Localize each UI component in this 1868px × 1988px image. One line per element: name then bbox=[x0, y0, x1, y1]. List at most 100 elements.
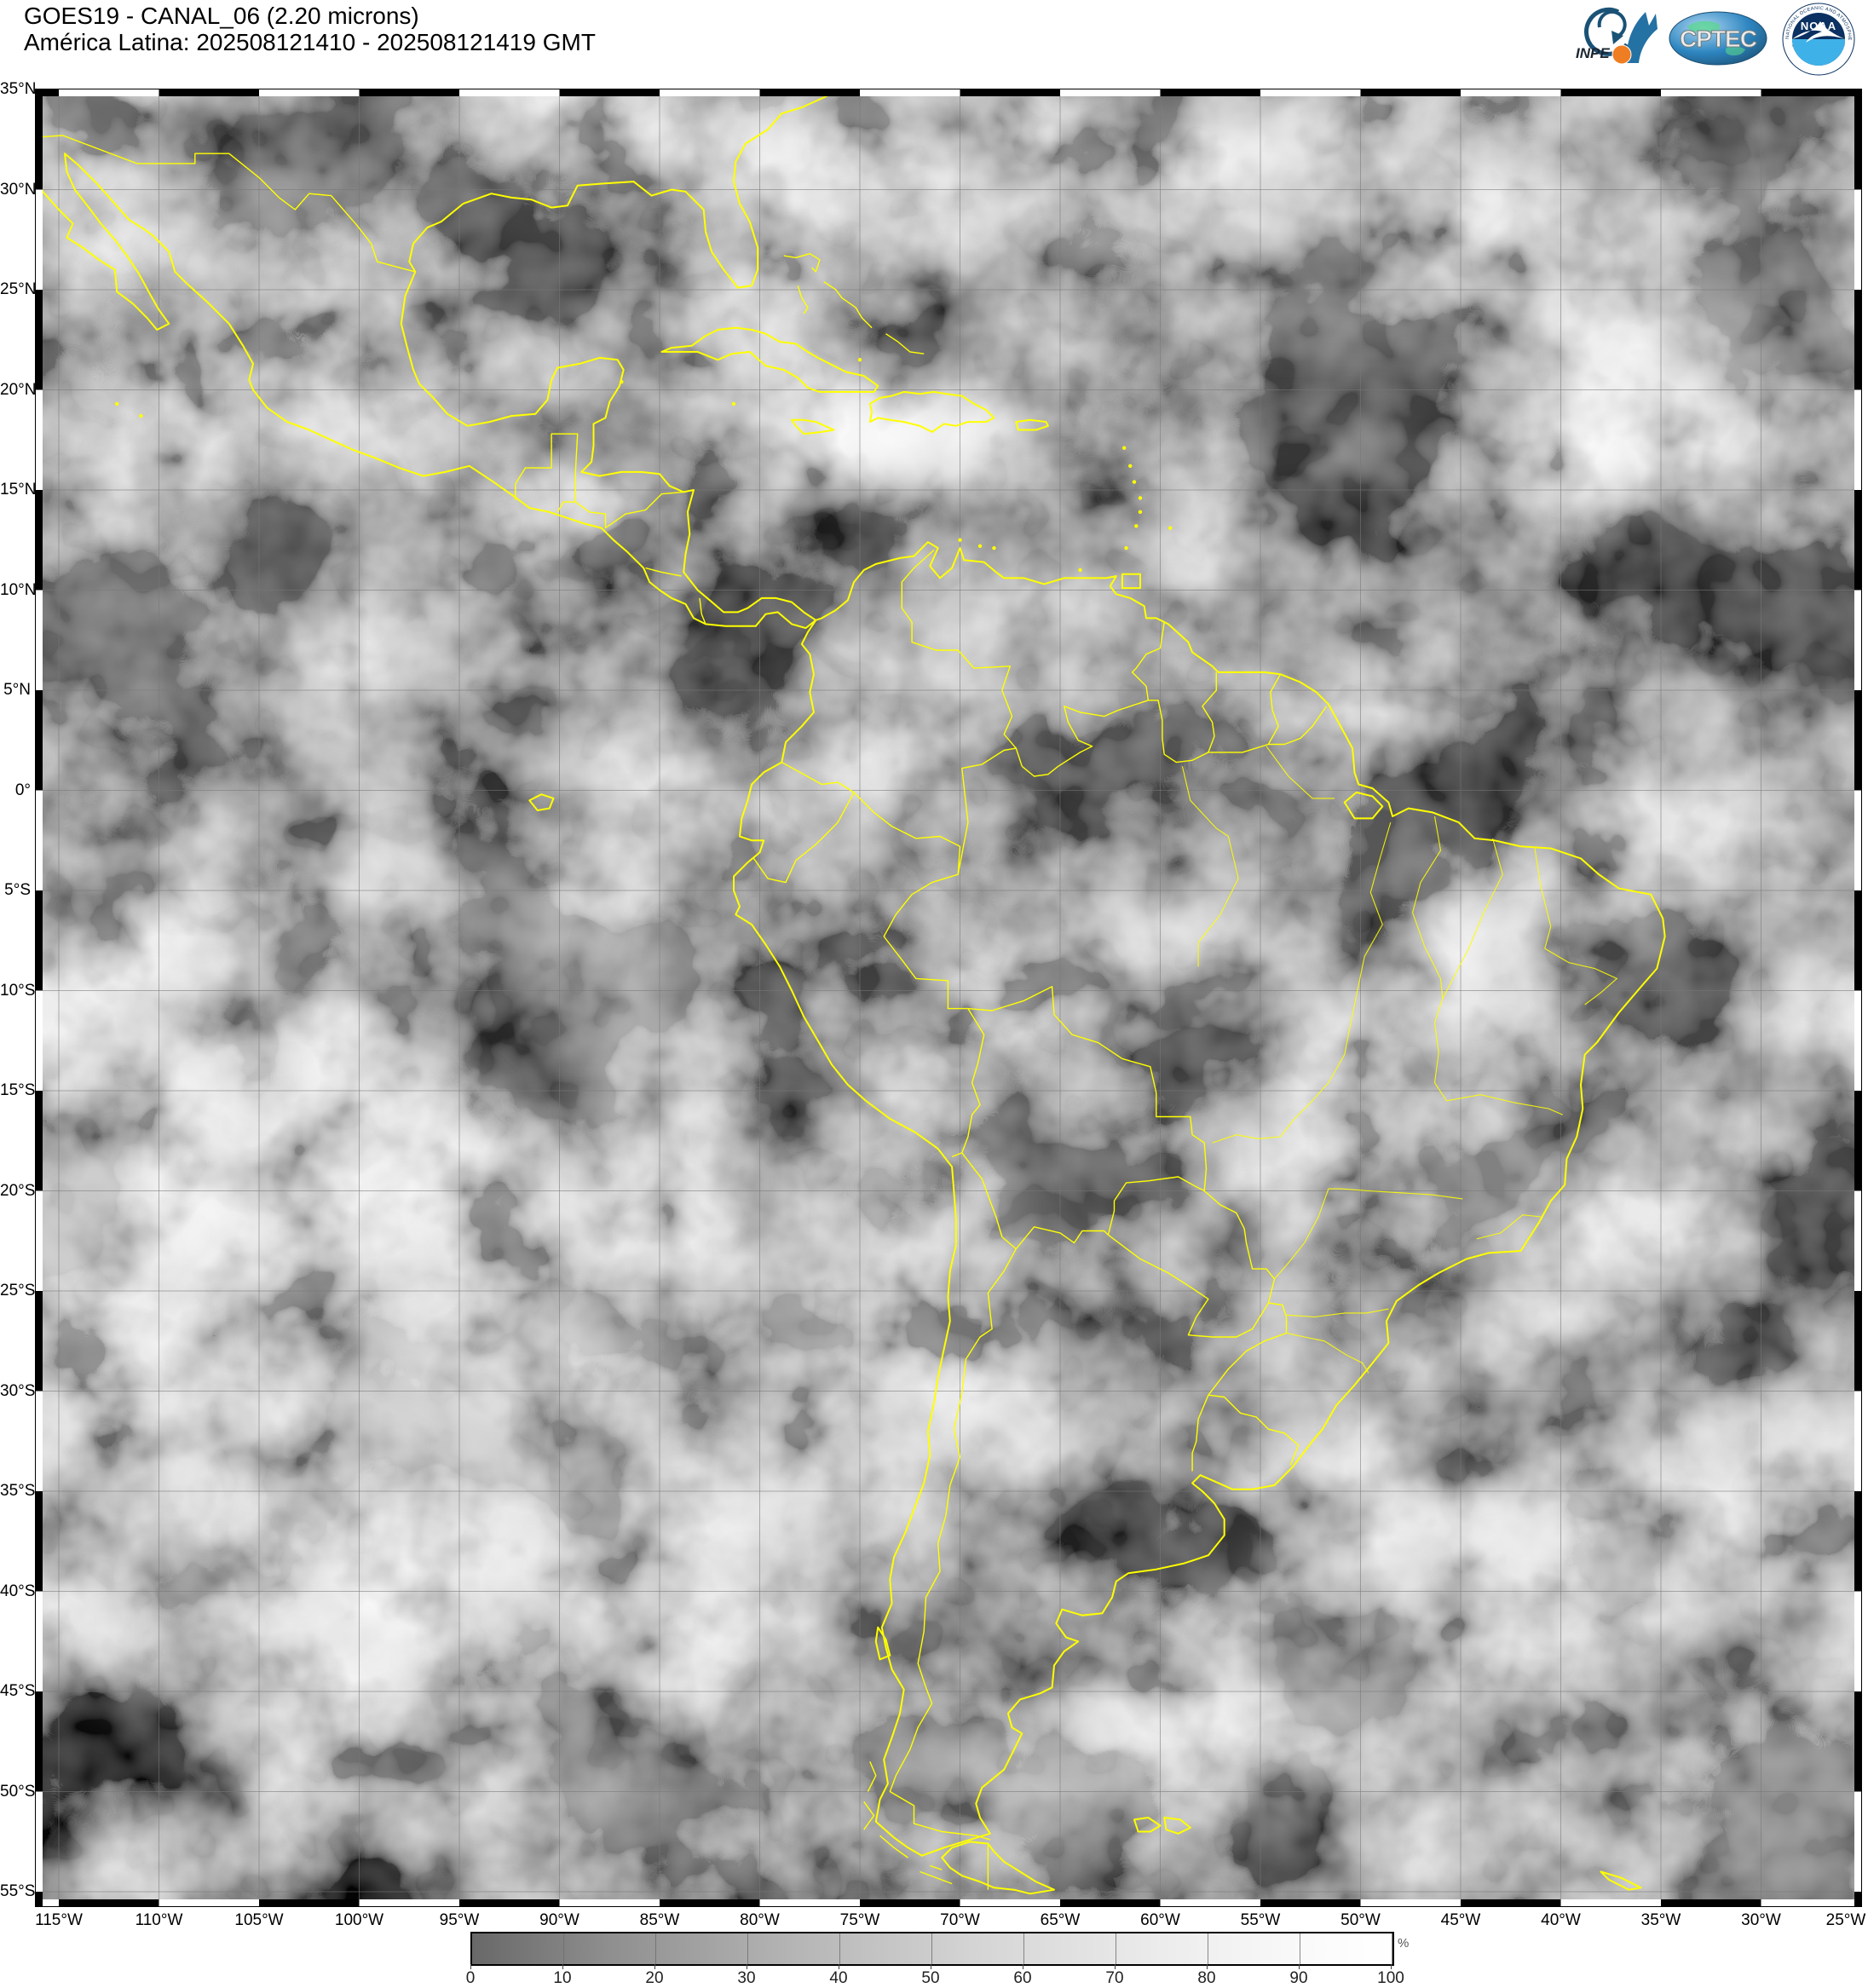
coastline-cuba bbox=[660, 326, 879, 393]
lat-label: 20°S bbox=[0, 1181, 36, 1200]
lat-label: 10°N bbox=[0, 580, 37, 599]
border-bah4 bbox=[885, 333, 925, 354]
inpe-logo-text: INPE bbox=[1576, 45, 1610, 61]
island-dot bbox=[857, 358, 862, 362]
satellite-map bbox=[36, 89, 1861, 1906]
noaa-sea-icon bbox=[1792, 39, 1845, 66]
coastline-jam bbox=[791, 418, 835, 435]
border-gysr bbox=[1202, 671, 1217, 753]
lon-label: 50°W bbox=[1340, 1911, 1381, 1929]
island-dot bbox=[1168, 526, 1173, 530]
noaa-logo: NATIONAL OCEANIC AND ATMOSPHERIC ADMINIS… bbox=[1781, 2, 1855, 76]
island-dot bbox=[1138, 496, 1143, 500]
colorbar-tick-grid bbox=[472, 1933, 1392, 1964]
colorbar-tick-label: 80 bbox=[1197, 1969, 1216, 1987]
lon-label: 95°W bbox=[439, 1911, 480, 1929]
colorbar-tick-label: 90 bbox=[1289, 1969, 1308, 1987]
border-hnsv bbox=[556, 491, 684, 529]
political-boundaries-layer bbox=[36, 89, 1861, 1895]
border-srgf bbox=[1267, 673, 1282, 745]
border-bah3 bbox=[823, 281, 873, 329]
lon-label: 55°W bbox=[1240, 1911, 1281, 1929]
island-dot bbox=[620, 379, 624, 384]
state-border-s7 bbox=[1544, 948, 1618, 1006]
coastline-galap bbox=[528, 793, 555, 811]
product-title: GOES19 - CANAL_06 (2.20 microns) bbox=[24, 3, 419, 29]
cptec-logo: CPTEC bbox=[1669, 11, 1767, 66]
colorbar-tick-label: 40 bbox=[829, 1969, 848, 1987]
lat-label: 25°N bbox=[0, 280, 37, 298]
border-brn bbox=[1148, 700, 1328, 764]
lon-label: 60°W bbox=[1140, 1911, 1180, 1929]
island-dot bbox=[1138, 510, 1143, 515]
state-border-s13 bbox=[1286, 1308, 1389, 1318]
island-dot bbox=[977, 544, 983, 548]
coastline-tdf bbox=[941, 1841, 1055, 1895]
coastline-chiloe bbox=[874, 1626, 891, 1661]
colorbar-tick-label: 70 bbox=[1105, 1969, 1124, 1987]
border-mxgt bbox=[515, 433, 579, 503]
border-fj3 bbox=[879, 1835, 908, 1858]
product-title-block: GOES19 - CANAL_06 (2.20 microns) América… bbox=[24, 3, 596, 55]
inpe-logo: INPE bbox=[1576, 7, 1658, 65]
border-bruy bbox=[1208, 1394, 1300, 1466]
noaa-logo-text: NOAA bbox=[1801, 20, 1836, 32]
state-border-s2 bbox=[1266, 746, 1335, 799]
state-border-s11 bbox=[1328, 1188, 1463, 1200]
island-dot bbox=[731, 401, 736, 406]
state-border-s15 bbox=[1476, 1214, 1542, 1240]
lon-label: 65°W bbox=[1040, 1911, 1081, 1929]
state-border-s10 bbox=[1212, 1054, 1346, 1144]
lat-label: 30°N bbox=[0, 180, 37, 199]
lon-label: 90°W bbox=[539, 1911, 579, 1929]
lon-label: 70°W bbox=[940, 1911, 980, 1929]
inpe-swirl-arrowhead-icon bbox=[1611, 31, 1623, 44]
state-border-s14 bbox=[1286, 1332, 1369, 1374]
colorbar-tick-label: 10 bbox=[553, 1969, 572, 1987]
border-usmx bbox=[36, 135, 416, 273]
lon-label: 45°W bbox=[1440, 1911, 1481, 1929]
lat-label: 10°S bbox=[0, 981, 36, 1000]
border-aruy bbox=[1191, 1394, 1209, 1472]
frame-stripe-top bbox=[36, 89, 1861, 96]
state-border-s3 bbox=[1344, 821, 1392, 1055]
reflectance-colorbar bbox=[470, 1932, 1394, 1966]
lat-label: 5°S bbox=[4, 881, 31, 899]
island-dot bbox=[139, 413, 143, 418]
colorbar-ticks bbox=[470, 1964, 1392, 1969]
coastline-sa bbox=[733, 541, 1666, 1857]
lat-label: 50°S bbox=[0, 1782, 36, 1801]
coastline-trin bbox=[1121, 573, 1141, 590]
state-border-s8 bbox=[1433, 998, 1564, 1115]
island-dot bbox=[958, 538, 962, 542]
colorbar-tick-label: 20 bbox=[645, 1969, 664, 1987]
lat-label: 30°S bbox=[0, 1381, 36, 1400]
border-bah1 bbox=[783, 253, 821, 273]
island-dot bbox=[114, 401, 119, 406]
border-fj5 bbox=[930, 1864, 943, 1870]
lat-label: 15°S bbox=[0, 1081, 36, 1099]
coastline-sgeo bbox=[1600, 1870, 1642, 1891]
island-dot bbox=[1134, 524, 1139, 528]
lat-label: 20°N bbox=[0, 380, 37, 399]
lon-label: 105°W bbox=[234, 1911, 284, 1929]
island-dot bbox=[1078, 568, 1082, 573]
coastline-pr bbox=[1015, 418, 1049, 431]
border-boar bbox=[1015, 1226, 1109, 1250]
border-bocl bbox=[961, 1152, 1017, 1250]
colorbar-tick-label: 100 bbox=[1377, 1969, 1404, 1987]
border-pyar bbox=[1107, 1234, 1269, 1338]
lon-label: 30°W bbox=[1741, 1911, 1781, 1929]
border-pybr bbox=[1203, 1190, 1276, 1304]
latlon-grid-layer bbox=[36, 89, 1861, 1906]
frame-stripe-left bbox=[36, 89, 43, 1906]
border-brbo bbox=[967, 986, 1208, 1191]
colorbar-tick-label: 30 bbox=[737, 1969, 756, 1987]
lat-label: 45°S bbox=[0, 1682, 36, 1700]
lat-label: 25°S bbox=[0, 1282, 36, 1299]
product-subtitle: América Latina: 202508121410 - 202508121… bbox=[24, 29, 596, 55]
lat-label: 35°N bbox=[0, 80, 37, 98]
border-arbr bbox=[1208, 1302, 1288, 1396]
border-fj2 bbox=[863, 1801, 875, 1830]
border-copebr bbox=[853, 747, 1017, 875]
